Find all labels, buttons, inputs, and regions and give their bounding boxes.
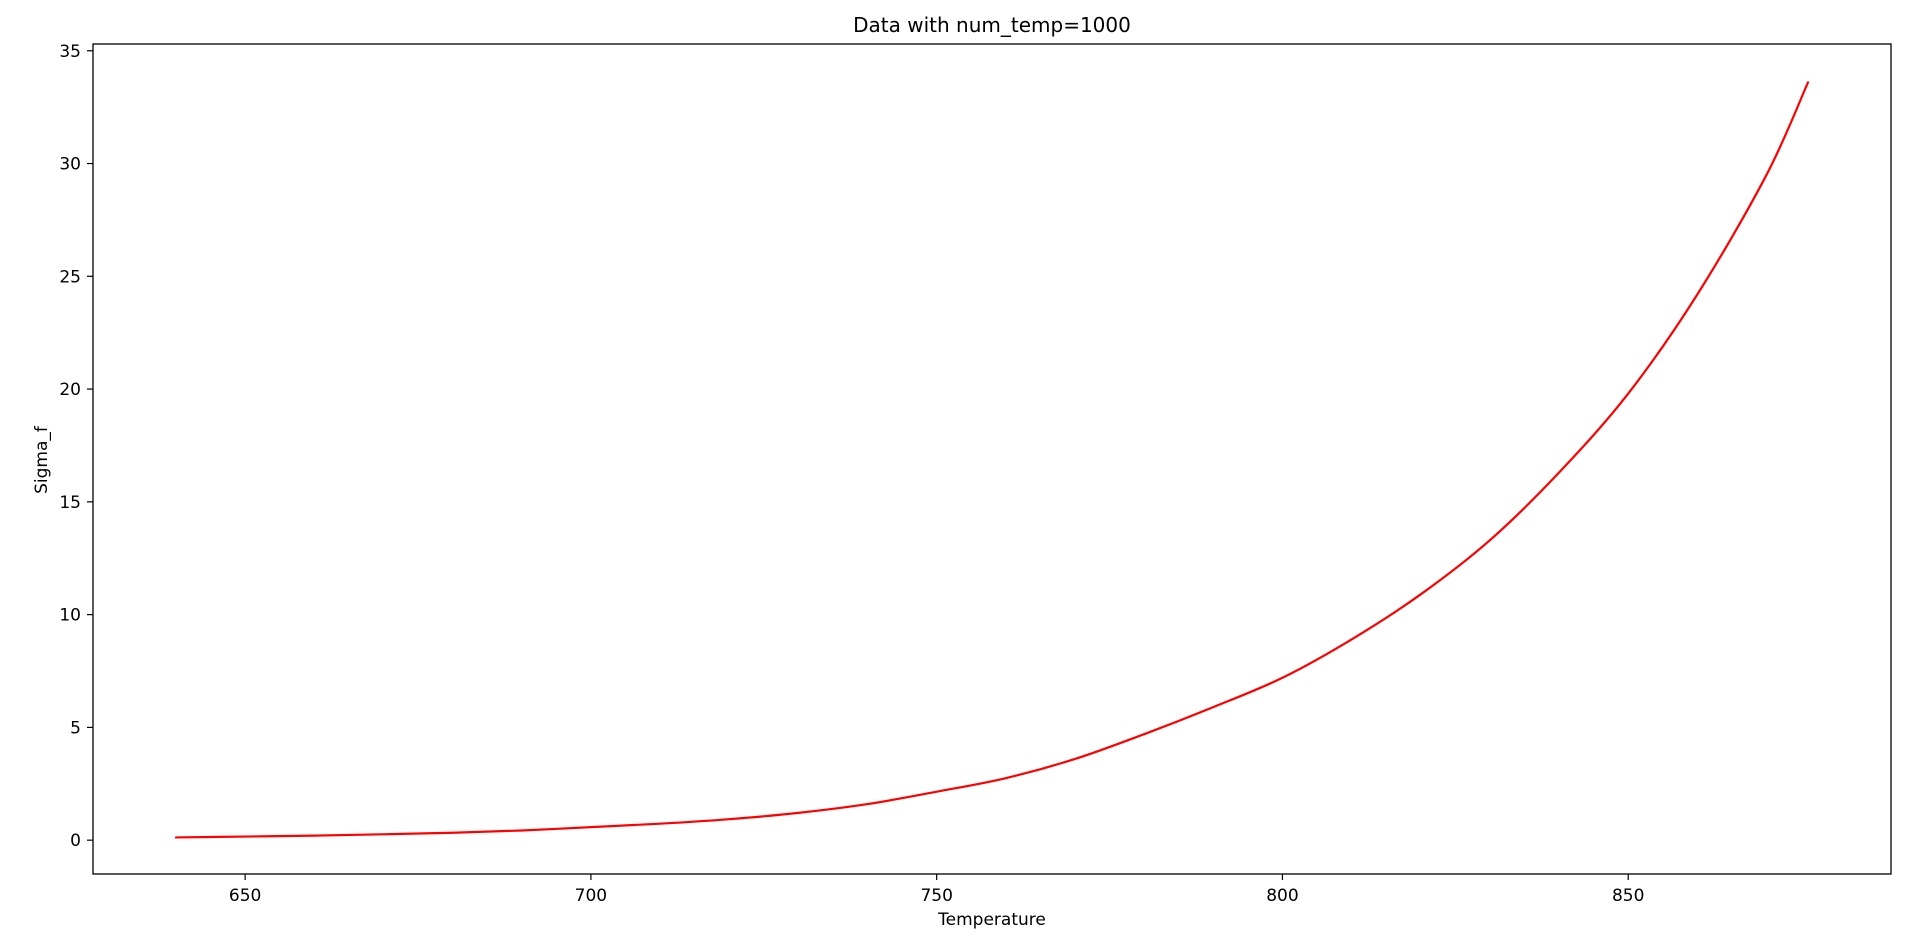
chart-title: Data with num_temp=1000 xyxy=(853,13,1131,37)
x-tick-label: 650 xyxy=(229,886,261,906)
y-tick-label: 0 xyxy=(70,831,81,851)
y-tick-label: 15 xyxy=(59,493,81,513)
y-tick-label: 30 xyxy=(59,155,81,175)
y-tick-label: 10 xyxy=(59,606,81,626)
x-tick-label: 750 xyxy=(920,886,952,906)
x-tick-label: 800 xyxy=(1266,886,1298,906)
x-tick-label: 700 xyxy=(575,886,607,906)
y-axis-label: Sigma_f xyxy=(32,425,52,494)
axes-frame xyxy=(92,43,1892,875)
y-axis: 0 5 10 15 20 25 30 35 xyxy=(59,42,93,851)
y-tick-label: 25 xyxy=(59,267,81,287)
y-tick-label: 20 xyxy=(59,380,81,400)
x-tick-label: 850 xyxy=(1612,886,1644,906)
y-tick-label: 35 xyxy=(59,42,81,62)
plot-area xyxy=(174,81,1810,839)
x-axis-label: Temperature xyxy=(937,910,1046,930)
x-axis: 650 700 750 800 850 xyxy=(229,874,1644,906)
series-line xyxy=(174,81,1810,839)
y-tick-label: 5 xyxy=(70,718,81,738)
